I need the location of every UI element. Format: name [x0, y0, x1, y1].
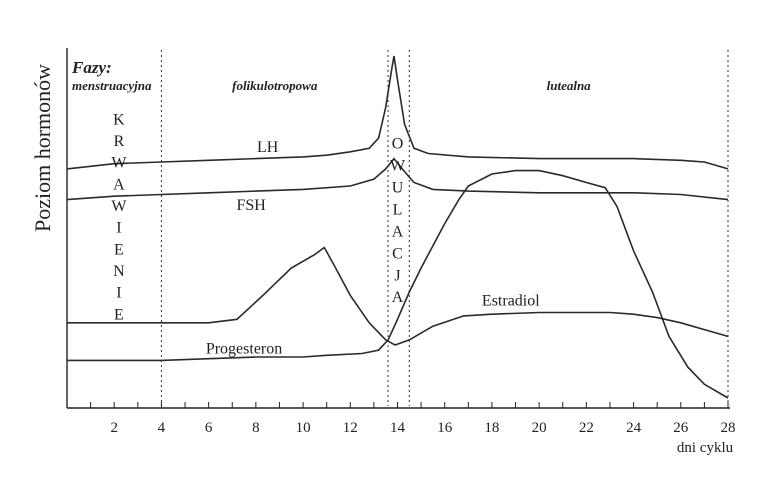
x-tick-label: 22: [579, 420, 594, 436]
x-tick-label: 8: [252, 420, 260, 436]
vertical-label-letter: R: [114, 133, 125, 150]
vertical-label-letter: I: [116, 285, 121, 302]
hormone-curves: [66, 55, 729, 399]
x-axis-label: dni cyklu: [677, 440, 734, 456]
chart-labels: Poziom hormonów dni cyklu Fazy:: [30, 58, 734, 456]
vertical-label-letter: W: [390, 157, 406, 174]
series-label-fsh: FSH: [236, 197, 266, 214]
vertical-label-letter: A: [392, 289, 404, 306]
phase-labels: menstruacyjna folikulotropowa lutealna: [72, 78, 591, 93]
vertical-label-letter: J: [394, 267, 400, 284]
phase-label: lutealna: [547, 78, 592, 93]
series-label-lh: LH: [257, 139, 279, 156]
x-tick-label: 16: [437, 420, 453, 436]
vertical-label-letter: I: [116, 220, 121, 237]
x-tick-label: 12: [343, 420, 358, 436]
x-tick-label: 24: [626, 420, 642, 436]
phases-title: Fazy:: [71, 58, 112, 77]
vertical-label-letter: A: [113, 176, 125, 193]
vertical-label-letter: A: [392, 223, 404, 240]
series-label-progesteron: Progesteron: [206, 341, 282, 358]
series-line-lh: [66, 55, 729, 170]
x-tick-label: 6: [205, 420, 213, 436]
vertical-label-letter: K: [113, 111, 125, 128]
x-ticks: 2 4 6 8 10 12 14 16 18 20 22 24 26 28: [90, 402, 736, 436]
x-tick-label: 28: [721, 420, 736, 436]
vertical-label-letter: L: [393, 201, 403, 218]
vertical-label-letter: O: [392, 135, 404, 152]
series-label-estradiol: Estradiol: [482, 293, 540, 310]
vertical-label-letter: W: [111, 198, 127, 215]
x-tick-label: 14: [390, 420, 406, 436]
x-tick-label: 2: [110, 420, 118, 436]
x-tick-label: 26: [673, 420, 689, 436]
vertical-label-letter: W: [111, 155, 127, 172]
x-tick-label: 10: [296, 420, 311, 436]
y-axis-label: Poziom hormonów: [30, 64, 55, 232]
x-tick-label: 20: [532, 420, 547, 436]
x-tick-label: 4: [158, 420, 166, 436]
phase-label: folikulotropowa: [232, 78, 318, 93]
vertical-label-letter: E: [114, 306, 124, 323]
vertical-label-letter: E: [114, 241, 124, 258]
series-line-estradiol: [67, 246, 729, 346]
vertical-label-letter: U: [392, 179, 404, 196]
vertical-label-letter: C: [392, 245, 403, 262]
series-labels: LH FSH Progesteron Estradiol: [206, 139, 540, 358]
phase-label: menstruacyjna: [72, 78, 152, 93]
x-tick-label: 18: [484, 420, 499, 436]
series-line-progesteron: [67, 169, 729, 399]
vertical-label-letter: N: [113, 263, 125, 280]
axes: [66, 48, 730, 409]
phase-dividers: [160, 50, 729, 406]
series-line-fsh: [66, 157, 729, 201]
